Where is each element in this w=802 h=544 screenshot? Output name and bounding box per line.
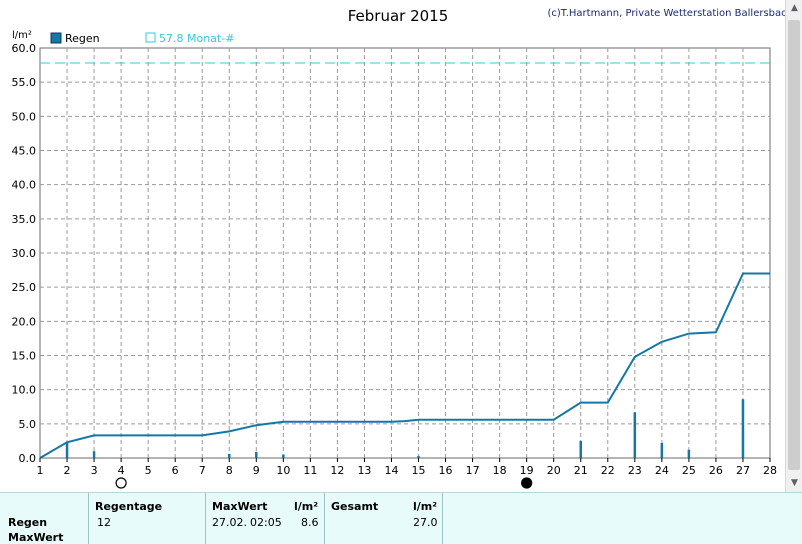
chart-area: 0.0 5.0 10.0 15.0 20.0 25.0 30.0 35.0 40.0 45.0 50… — [12, 7, 785, 489]
x-tick-label: 16 — [439, 464, 453, 477]
x-tick-label: 13 — [357, 464, 371, 477]
x-tick-label: 28 — [763, 464, 777, 477]
maxwert-value: 8.6 — [301, 516, 319, 529]
full-moon-icon — [115, 477, 127, 489]
scroll-up-icon[interactable]: ▲ — [786, 0, 802, 17]
y-tick-label: 40.0 — [12, 179, 37, 192]
legend-label-regen: Regen — [65, 32, 100, 45]
x-tick-label: 5 — [145, 464, 152, 477]
x-tick-label: 23 — [628, 464, 642, 477]
y-tick-label: 0.0 — [19, 452, 37, 465]
x-tick-label: 27 — [736, 464, 750, 477]
x-tick-label: 22 — [601, 464, 615, 477]
rain-chart: 0.0 5.0 10.0 15.0 20.0 25.0 30.0 35.0 40.0 45.0 50… — [12, 7, 785, 489]
x-tick-label: 8 — [226, 464, 233, 477]
row-label-regen: Regen — [8, 516, 48, 529]
x-tick-label: 3 — [91, 464, 98, 477]
x-tick-label: 19 — [520, 464, 534, 477]
y-tick-label: 15.0 — [12, 350, 37, 363]
x-tick-label: 12 — [330, 464, 344, 477]
gesamt-header: Gesamt — [331, 500, 379, 513]
x-tick-label: 7 — [199, 464, 206, 477]
footer-divider — [205, 493, 206, 544]
x-tick-label: 15 — [412, 464, 426, 477]
footer-divider — [88, 493, 89, 544]
legend-swatch-regen — [50, 32, 62, 44]
y-tick-label: 55.0 — [12, 76, 37, 89]
regentage-header: Regentage — [95, 500, 163, 513]
y-tick-label: 20.0 — [12, 315, 37, 328]
x-tick-label: 4 — [118, 464, 125, 477]
y-axis-label: l/m² — [12, 30, 32, 41]
y-tick-label: 30.0 — [12, 247, 37, 260]
regentage-value: 12 — [97, 516, 111, 529]
chart-title: Februar 2015 — [348, 7, 449, 25]
copyright-text: (c)T.Hartmann, Private Wetterstation Bal… — [547, 8, 785, 19]
x-tick-label: 9 — [253, 464, 260, 477]
legend-swatch-average — [145, 32, 156, 43]
x-tick-label: 6 — [172, 464, 179, 477]
y-tick-label: 50.0 — [12, 110, 37, 123]
y-tick-label: 35.0 — [12, 213, 37, 226]
x-tick-label: 20 — [547, 464, 561, 477]
x-tick-label: 2 — [64, 464, 71, 477]
row-label-maxwert: MaxWert — [8, 531, 64, 544]
footer-divider — [442, 493, 443, 544]
x-tick-label: 24 — [655, 464, 669, 477]
gesamt-value: 27.0 — [413, 516, 438, 529]
y-tick-label: 5.0 — [19, 418, 37, 431]
x-tick-label: 18 — [493, 464, 507, 477]
x-tick-label: 17 — [466, 464, 480, 477]
x-tick-label: 10 — [276, 464, 290, 477]
x-tick-label: 11 — [303, 464, 317, 477]
scroll-thumb[interactable] — [788, 20, 800, 470]
legend-label-average: 57.8 Monat-# — [159, 32, 234, 45]
x-tick-label: 25 — [682, 464, 696, 477]
maxwert-header: MaxWert — [212, 500, 268, 513]
y-tick-label: 45.0 — [12, 145, 37, 158]
maxwert-date: 27.02. — [212, 516, 247, 529]
summary-panel: Regen MaxWert Regentage 12 MaxWert l/m² … — [0, 492, 802, 544]
y-tick-label: 25.0 — [12, 281, 37, 294]
scroll-down-icon[interactable]: ▼ — [786, 475, 802, 492]
x-tick-label: 26 — [709, 464, 723, 477]
y-tick-label: 10.0 — [12, 384, 37, 397]
new-moon-icon — [521, 477, 533, 489]
gesamt-unit: l/m² — [413, 500, 438, 513]
cumulative-rain-line — [39, 272, 770, 459]
y-tick-label: 60.0 — [12, 42, 37, 55]
x-tick-label: 21 — [574, 464, 588, 477]
x-tick-label: 1 — [37, 464, 44, 477]
maxwert-unit: l/m² — [294, 500, 319, 513]
footer-divider — [324, 493, 325, 544]
vertical-scrollbar[interactable]: ▲ ▼ — [785, 0, 802, 492]
maxwert-time: 02:05 — [250, 516, 282, 529]
x-tick-label: 14 — [384, 464, 398, 477]
